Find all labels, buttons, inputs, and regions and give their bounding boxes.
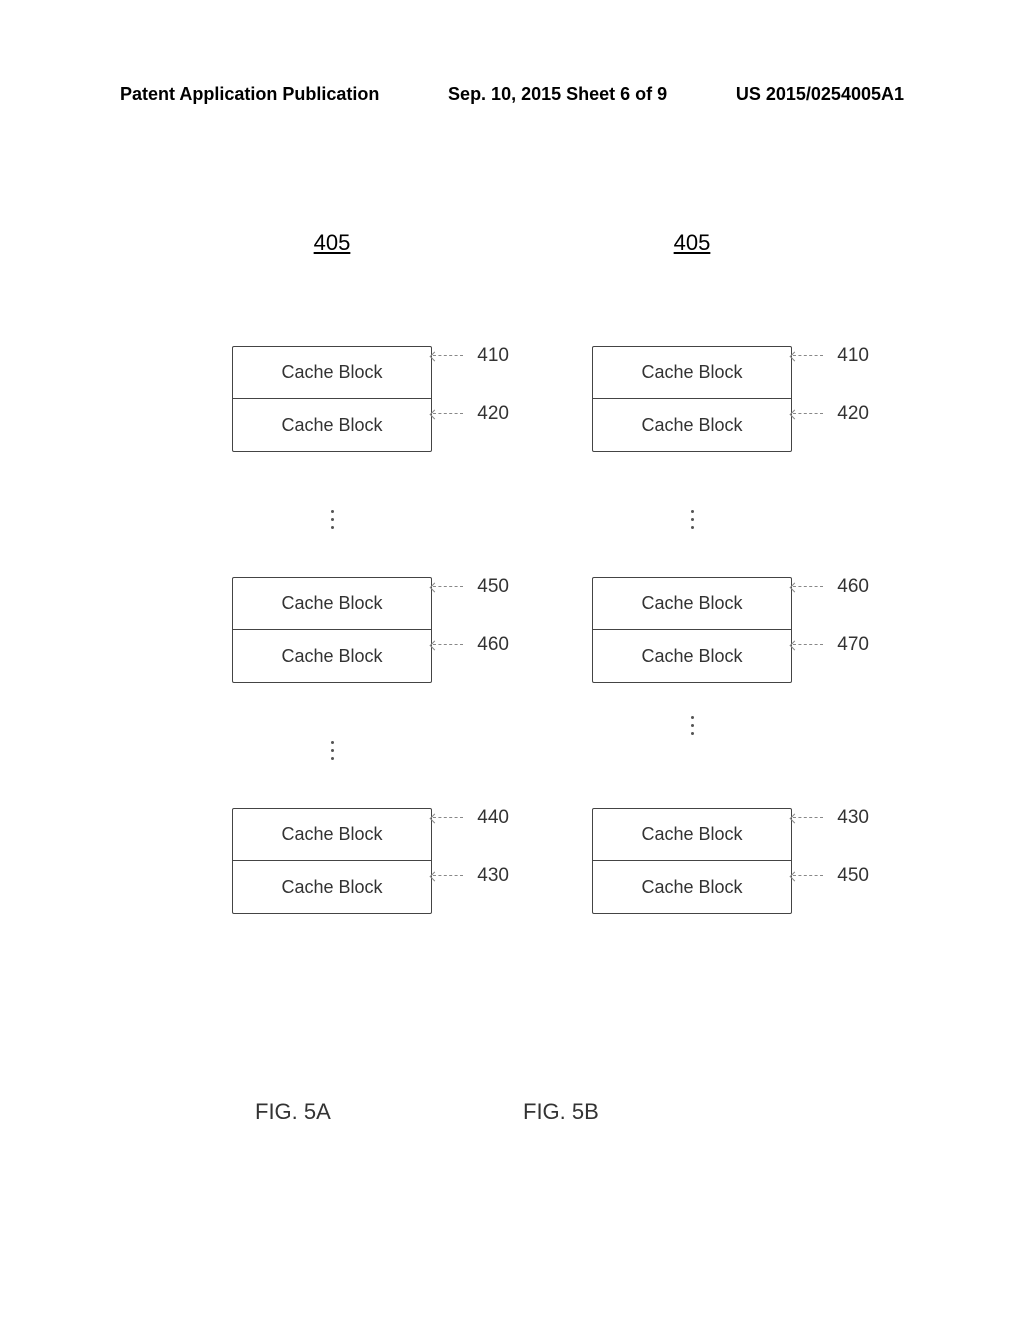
block-ref: 460 — [477, 634, 509, 656]
figure-5a-column: 405 Cache Block 410 Cache Block 420 Cach… — [187, 230, 477, 954]
vertical-ellipsis — [331, 723, 334, 778]
cache-pair: Cache Block 430 Cache Block 450 — [592, 808, 792, 914]
page-header: Patent Application Publication Sep. 10, … — [0, 84, 1024, 105]
cache-pair: Cache Block 440 Cache Block 430 — [232, 808, 432, 914]
cache-pair: Cache Block 460 Cache Block 470 — [592, 577, 792, 683]
cache-block-text: Cache Block — [641, 593, 742, 614]
cache-block-text: Cache Block — [641, 646, 742, 667]
block-ref: 420 — [837, 403, 869, 425]
figure-content: 405 Cache Block 410 Cache Block 420 Cach… — [0, 230, 1024, 954]
cache-block: Cache Block — [233, 861, 431, 913]
block-ref: 430 — [837, 807, 869, 829]
cache-block-text: Cache Block — [281, 593, 382, 614]
sheet-label: Sep. 10, 2015 Sheet 6 of 9 — [448, 84, 667, 105]
cache-block-text: Cache Block — [281, 362, 382, 383]
cache-block: Cache Block — [233, 809, 431, 861]
block-ref: 470 — [837, 634, 869, 656]
vertical-ellipsis — [691, 492, 694, 547]
block-ref: 410 — [477, 345, 509, 367]
figure-label: FIG. 5B — [523, 1099, 599, 1125]
patent-number: US 2015/0254005A1 — [736, 84, 904, 105]
cache-pair: Cache Block 410 Cache Block 420 — [232, 346, 432, 452]
cache-block-text: Cache Block — [281, 877, 382, 898]
cache-block-text: Cache Block — [281, 646, 382, 667]
cache-block: Cache Block — [233, 630, 431, 682]
cache-block-text: Cache Block — [641, 877, 742, 898]
block-ref: 430 — [477, 865, 509, 887]
ref-number: 405 — [674, 230, 711, 256]
ref-number: 405 — [314, 230, 351, 256]
figure-5b-column: 405 Cache Block 410 Cache Block 420 Cach… — [547, 230, 837, 954]
block-ref: 450 — [837, 865, 869, 887]
cache-block-text: Cache Block — [641, 415, 742, 436]
cache-block: Cache Block — [233, 347, 431, 399]
cache-block-text: Cache Block — [281, 824, 382, 845]
cache-block: Cache Block — [593, 347, 791, 399]
publication-label: Patent Application Publication — [120, 84, 379, 105]
cache-block: Cache Block — [233, 399, 431, 451]
cache-block-text: Cache Block — [641, 824, 742, 845]
vertical-ellipsis — [691, 698, 694, 753]
block-ref: 440 — [477, 807, 509, 829]
cache-block: Cache Block — [593, 861, 791, 913]
vertical-ellipsis — [331, 492, 334, 547]
figure-label: FIG. 5A — [255, 1099, 331, 1125]
cache-block-text: Cache Block — [281, 415, 382, 436]
cache-block: Cache Block — [593, 578, 791, 630]
cache-block: Cache Block — [593, 809, 791, 861]
cache-block-text: Cache Block — [641, 362, 742, 383]
cache-pair: Cache Block 410 Cache Block 420 — [592, 346, 792, 452]
cache-block: Cache Block — [593, 630, 791, 682]
block-ref: 450 — [477, 576, 509, 598]
cache-pair: Cache Block 450 Cache Block 460 — [232, 577, 432, 683]
block-ref: 460 — [837, 576, 869, 598]
cache-block: Cache Block — [233, 578, 431, 630]
block-ref: 420 — [477, 403, 509, 425]
block-ref: 410 — [837, 345, 869, 367]
cache-block: Cache Block — [593, 399, 791, 451]
